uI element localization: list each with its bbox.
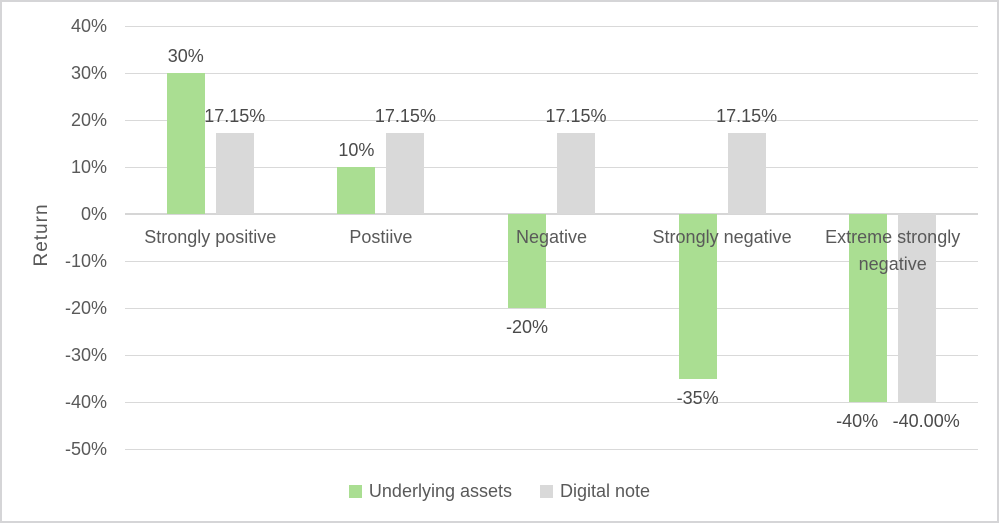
- y-axis-tick: -10%: [64, 251, 107, 271]
- zero-gridline: [125, 213, 978, 215]
- category-label: Extreme strongly negative: [825, 227, 961, 274]
- legend-label: Digital note: [560, 481, 651, 501]
- y-axis-tick: 30%: [70, 63, 107, 83]
- bar-digital-note: [215, 133, 254, 214]
- y-axis-tick: -50%: [64, 439, 107, 459]
- value-label: 10%: [338, 140, 375, 160]
- legend-label: Underlying assets: [368, 481, 512, 501]
- gridline: [125, 120, 978, 121]
- gridline: [125, 308, 978, 309]
- value-label: 30%: [167, 46, 204, 66]
- category-label: Strongly negative: [652, 227, 792, 247]
- y-axis-tick: 10%: [70, 157, 107, 177]
- y-axis-tick: -20%: [64, 298, 107, 318]
- value-label: 17.15%: [374, 106, 436, 127]
- gridline: [125, 402, 978, 403]
- value-label: 17.15%: [716, 106, 778, 127]
- bar-digital-note: [557, 133, 595, 214]
- gridline: [125, 73, 978, 74]
- gridline: [125, 167, 978, 168]
- bar-underlying-assets: [678, 214, 717, 379]
- gridline: [125, 449, 978, 450]
- y-axis-tick: 0%: [80, 204, 107, 224]
- category-label: Negative: [515, 227, 588, 247]
- value-label: 17.15%: [204, 106, 266, 127]
- value-label: -35%: [676, 387, 719, 408]
- bar-underlying-assets: [337, 167, 376, 214]
- legend-swatch-icon: [540, 484, 553, 498]
- category-label: Postiive: [349, 227, 413, 247]
- bar-digital-note: [727, 133, 766, 214]
- y-axis-tick: 20%: [70, 110, 107, 130]
- gridline: [125, 26, 978, 27]
- bar-underlying-assets: [166, 73, 205, 214]
- legend-item: Underlying assets: [348, 481, 512, 501]
- bar-underlying-assets: [508, 214, 546, 308]
- y-axis-tick: 40%: [70, 16, 107, 36]
- gridline: [125, 261, 978, 262]
- legend-item: Digital note: [540, 481, 650, 501]
- gridline: [125, 355, 978, 356]
- value-label: -20%: [505, 317, 549, 337]
- category-label: Strongly positive: [144, 227, 277, 247]
- y-axis-title: Return: [31, 203, 52, 267]
- bar-underlying-assets: [849, 214, 888, 402]
- y-axis-tick: -30%: [64, 345, 107, 365]
- bar-digital-note: [386, 133, 425, 214]
- legend-swatch-icon: [348, 484, 362, 498]
- legend: Underlying assets Digital note: [2, 481, 997, 501]
- value-label: -40.00%: [892, 411, 960, 431]
- value-label: -40%: [836, 411, 879, 431]
- y-axis-tick: -40%: [64, 392, 107, 412]
- bar-digital-note: [898, 214, 937, 402]
- value-label: 17.15%: [545, 106, 607, 127]
